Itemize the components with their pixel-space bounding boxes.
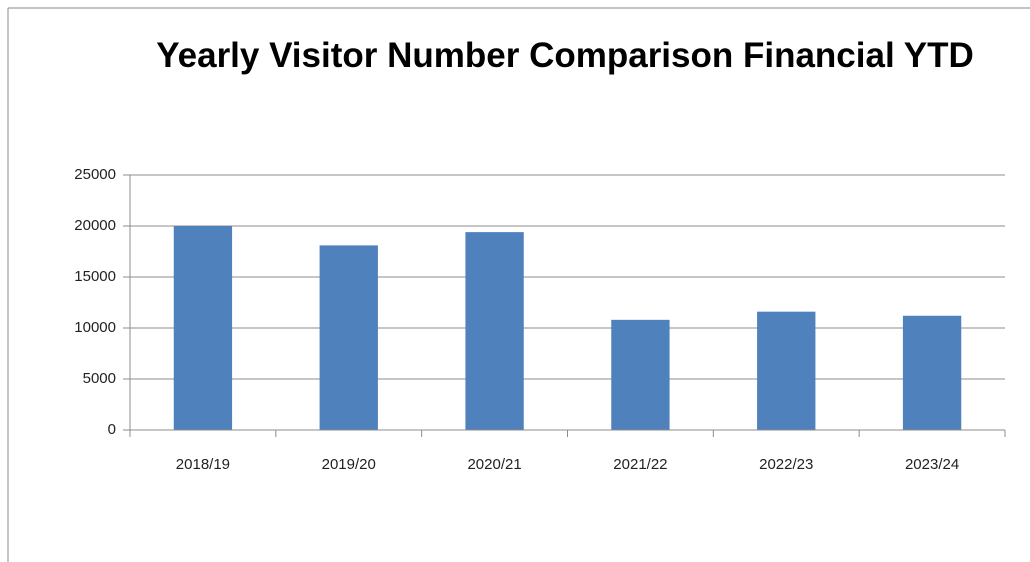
y-tick-label: 5000 [83,370,116,387]
y-tick-label: 10000 [74,319,116,336]
y-tick-label: 20000 [74,217,116,234]
bar [757,311,816,430]
x-tick-label: 2019/20 [322,456,376,473]
x-tick-label: 2018/19 [176,456,230,473]
chart-title: Yearly Visitor Number Comparison Financi… [156,36,974,75]
bar [902,315,962,430]
bar [465,232,524,430]
y-tick-label: 15000 [74,268,116,285]
x-tick-label: 2020/21 [467,456,521,473]
bar [611,319,670,430]
bar [173,226,233,430]
y-tick-label: 25000 [74,166,116,183]
y-tick-label: 0 [108,421,116,438]
x-tick-label: 2021/22 [613,456,667,473]
bar [319,245,378,430]
x-tick-label: 2023/24 [905,456,959,473]
x-tick-label: 2022/23 [759,456,813,473]
